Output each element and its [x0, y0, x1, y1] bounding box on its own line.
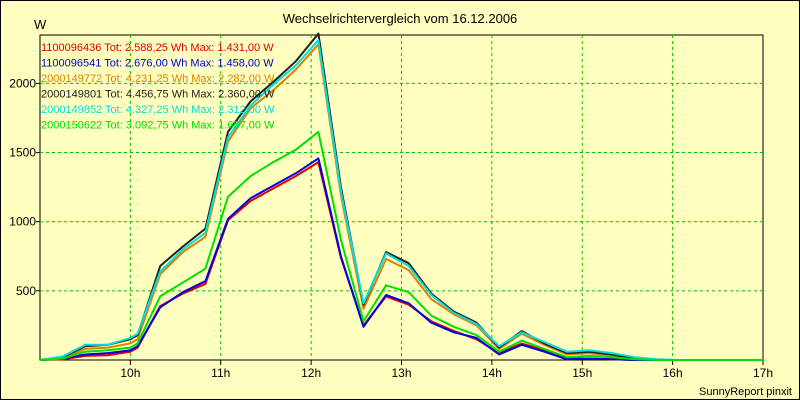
series-line-1100096541	[39, 157, 763, 361]
legend-entry-1100096436: 1100096436 Tot: 2.588,25 Wh Max: 1.431,0…	[41, 42, 274, 54]
y-tick-label: 2000	[9, 76, 36, 90]
footer-credit: SunnyReport pinxit	[699, 386, 792, 398]
series-line-2000150622	[39, 130, 763, 361]
x-tick-label: 14h	[482, 366, 502, 380]
legend-entry-2000149852: 2000149852 Tot: 4.327,25 Wh Max: 2.312,0…	[41, 104, 275, 116]
x-tick-label: 13h	[391, 366, 411, 380]
x-tick-label: 15h	[572, 366, 592, 380]
legend: 1100096436 Tot: 2.588,25 Wh Max: 1.431,0…	[41, 42, 275, 132]
y-tick-label: 500	[16, 284, 36, 298]
x-tick-label: 16h	[663, 366, 683, 380]
legend-entry-2000149801: 2000149801 Tot: 4.456,75 Wh Max: 2.360,0…	[41, 89, 275, 101]
x-tick-label: 12h	[301, 366, 321, 380]
series-lines	[39, 32, 763, 361]
y-tick-label: 1000	[9, 215, 36, 229]
legend-entry-1100096541: 1100096541 Tot: 2.676,00 Wh Max: 1.458,0…	[41, 58, 274, 70]
axis-ticks: 10h 11h 12h 13h 14h 15h 16h 17h 500 1000 1500 2000	[9, 76, 773, 380]
legend-entry-2000149772: 2000149772 Tot: 4.231,25 Wh Max: 2.282,0…	[41, 73, 275, 85]
x-tick-label: 17h	[753, 366, 773, 380]
chart-title: Wechselrichtervergleich vom 16.12.2006	[282, 11, 518, 26]
x-tick-label: 10h	[120, 366, 140, 380]
legend-entry-2000150622: 2000150622 Tot: 3.092,75 Wh Max: 1.657,0…	[41, 120, 275, 132]
series-line-2000149772	[39, 43, 763, 361]
x-tick-label: 11h	[211, 366, 230, 380]
series-line-2000149852	[39, 39, 763, 361]
y-tick-label: 1500	[9, 146, 36, 160]
y-axis-unit-label: W	[34, 17, 47, 32]
